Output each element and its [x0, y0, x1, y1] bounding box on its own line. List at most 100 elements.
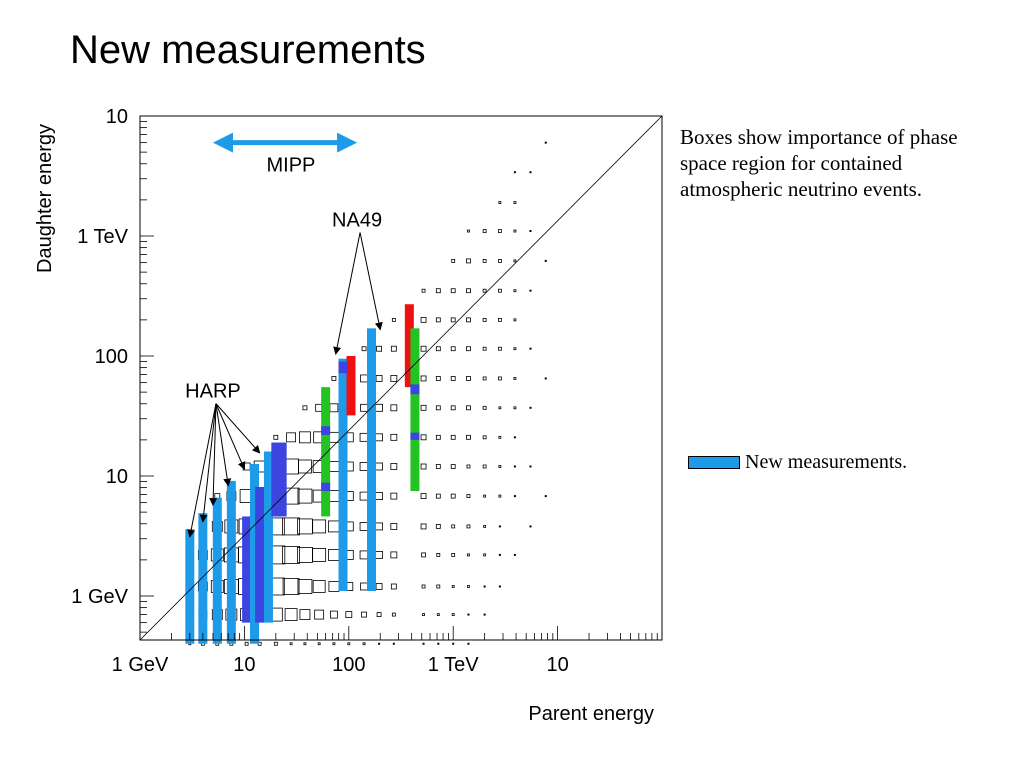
importance-box [513, 229, 517, 233]
importance-box [390, 523, 398, 530]
importance-box [375, 403, 383, 412]
importance-box [303, 642, 307, 646]
measurement-bar [185, 529, 195, 644]
importance-box [467, 585, 470, 588]
importance-box [437, 642, 440, 645]
importance-box [451, 553, 456, 557]
importance-box [513, 377, 517, 380]
importance-box [284, 608, 298, 621]
importance-box [331, 376, 337, 381]
importance-box [332, 642, 336, 646]
importance-box [544, 141, 547, 144]
importance-box [513, 259, 517, 263]
importance-box [317, 642, 321, 646]
annotation-arrow [215, 403, 232, 487]
importance-box [360, 374, 368, 383]
importance-box [451, 585, 455, 588]
measurement-bar [404, 304, 414, 388]
annotation-arrow [209, 403, 218, 507]
importance-box [420, 345, 427, 352]
importance-box [420, 463, 427, 470]
importance-box [347, 642, 351, 646]
importance-box [390, 345, 397, 352]
importance-box [328, 461, 340, 472]
importance-box [498, 494, 502, 498]
y-tick-label: 100 [95, 346, 128, 368]
importance-box [328, 520, 340, 533]
legend-swatch [688, 455, 740, 469]
annotation-arrow [199, 403, 217, 523]
importance-box [359, 491, 369, 501]
importance-box [328, 431, 340, 443]
importance-box [375, 375, 383, 382]
importance-box [420, 404, 427, 411]
importance-box [302, 405, 308, 411]
mipp-arrow-head-left [212, 132, 233, 153]
mipp-label: MIPP [266, 155, 315, 177]
importance-box [436, 553, 441, 557]
importance-box [450, 434, 456, 440]
importance-box [273, 641, 278, 646]
importance-box [466, 288, 471, 294]
importance-box [513, 347, 517, 351]
importance-box [390, 463, 398, 470]
importance-box [450, 346, 456, 352]
importance-box [378, 642, 381, 645]
importance-box [466, 464, 471, 469]
importance-box [299, 431, 311, 444]
importance-box [466, 494, 471, 498]
importance-box [299, 609, 311, 620]
annotation-arrow [359, 232, 383, 331]
importance-box [498, 435, 502, 439]
importance-box [420, 375, 427, 382]
importance-box [330, 610, 338, 619]
importance-box [483, 585, 486, 588]
importance-box [498, 201, 502, 204]
importance-box [390, 583, 397, 590]
importance-box [328, 581, 340, 592]
importance-box [498, 525, 501, 528]
y-tick-label: 10 [106, 106, 128, 128]
importance-box [273, 434, 279, 440]
importance-box [390, 404, 398, 412]
bar-marker [410, 432, 420, 440]
importance-box [375, 433, 383, 442]
y-tick-label: 10 [106, 466, 128, 488]
importance-box [390, 433, 398, 441]
x-tick-label: 1 GeV [112, 654, 169, 676]
importance-box [513, 553, 516, 556]
importance-box [422, 613, 425, 616]
importance-box [450, 464, 456, 469]
importance-box [467, 229, 470, 233]
importance-box [435, 464, 441, 469]
importance-box [451, 259, 456, 263]
importance-box [482, 435, 487, 440]
importance-box [498, 465, 502, 468]
importance-box [529, 347, 532, 350]
importance-box [420, 434, 427, 441]
importance-box [466, 346, 471, 352]
importance-box [451, 524, 456, 529]
annotation-arrow [187, 403, 217, 538]
plot-border [139, 115, 663, 641]
x-axis-label: Parent energy [528, 703, 654, 725]
importance-box [513, 289, 517, 293]
importance-box [376, 612, 382, 617]
importance-box [513, 406, 517, 410]
importance-box [467, 613, 470, 616]
annotations: MIPP NA49 HARP [185, 132, 383, 538]
importance-box [450, 288, 456, 294]
x-tick-label: 100 [332, 654, 365, 676]
importance-box [482, 376, 487, 381]
importance-box [312, 580, 326, 593]
importance-box [513, 318, 517, 322]
importance-box [421, 288, 426, 293]
importance-box [375, 583, 383, 590]
importance-box [482, 288, 487, 293]
importance-box [498, 553, 501, 556]
measurement-bar [367, 328, 377, 592]
importance-box [483, 613, 486, 616]
measurement-bar [226, 480, 236, 644]
importance-box [497, 346, 502, 351]
